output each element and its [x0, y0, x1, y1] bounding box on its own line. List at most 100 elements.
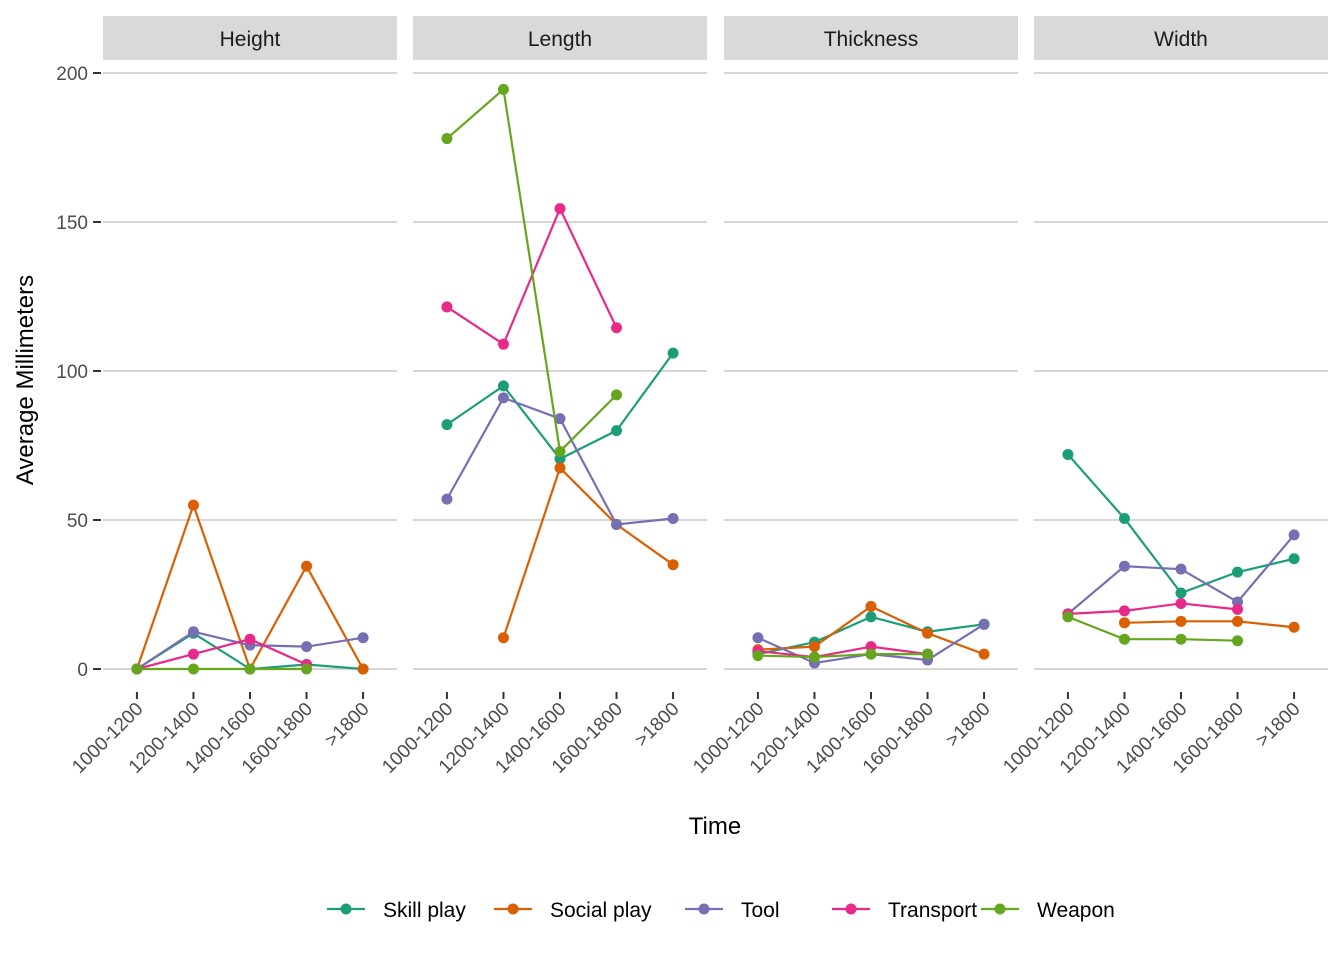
point-height-social-play-1 [187, 499, 199, 511]
point-width-skill-play-3 [1232, 566, 1244, 578]
point-width-social-play-4 [1288, 621, 1300, 633]
facet-title-width: Width [1154, 28, 1208, 51]
legend-marker-weapon [994, 903, 1006, 915]
line-segment-thickness-tool-0 [757, 636, 815, 665]
facet-strip-width [1034, 16, 1328, 60]
series-thickness-weapon [752, 648, 934, 663]
point-width-social-play-1 [1118, 617, 1130, 629]
point-length-skill-play-0 [441, 419, 453, 431]
line-segment-length-tool-3 [616, 517, 674, 526]
facet-strips-layer: Height Length Thickness Width [103, 16, 1328, 60]
line-segment-length-social-play-1 [502, 467, 562, 639]
line-segment-thickness-transport-1 [814, 645, 872, 659]
line-segment-width-skill-play-2 [1180, 571, 1238, 595]
point-width-social-play-2 [1175, 615, 1187, 627]
legend-label-tool: Tool [741, 899, 780, 922]
point-height-social-play-3 [301, 560, 313, 572]
line-segment-length-skill-play-1 [502, 385, 561, 460]
point-length-skill-play-1 [497, 380, 509, 392]
point-length-transport-1 [497, 338, 509, 350]
line-segment-height-skill-play-1 [192, 632, 251, 670]
point-height-weapon-2 [244, 663, 256, 675]
line-segment-length-tool-0 [445, 397, 505, 500]
point-thickness-social-play-3 [922, 627, 934, 639]
legend: Skill play Social play Tool Transport Weapon [327, 899, 1115, 922]
x-tick-label-thickness-4: >1800 [942, 699, 995, 752]
line-segment-length-skill-play-2 [559, 429, 618, 460]
line-segment-height-tool-0 [136, 630, 195, 670]
point-width-transport-2 [1175, 597, 1187, 609]
series-length-weapon [441, 83, 623, 457]
point-width-skill-play-4 [1288, 553, 1300, 565]
point-length-skill-play-4 [667, 347, 679, 359]
line-segment-length-social-play-2 [559, 467, 618, 526]
point-length-tool-1 [497, 392, 509, 404]
legend-marker-skill-play [340, 903, 352, 915]
point-length-tool-2 [554, 413, 566, 425]
series-length-social-play [497, 462, 679, 644]
line-segment-thickness-skill-play-1 [814, 615, 872, 644]
line-segment-width-tool-3 [1236, 534, 1295, 603]
point-length-social-play-2 [554, 462, 566, 474]
point-height-tool-1 [187, 626, 199, 638]
point-length-weapon-1 [497, 83, 509, 95]
line-segment-thickness-weapon-1 [814, 653, 872, 659]
line-segment-height-social-play-3 [305, 565, 365, 670]
line-segment-thickness-tool-3 [926, 623, 985, 661]
point-height-tool-4 [357, 632, 369, 644]
line-segment-width-weapon-2 [1180, 638, 1238, 642]
legend-item-social-play: Social play [494, 899, 652, 922]
legend-label-weapon: Weapon [1037, 899, 1115, 922]
legend-marker-social-play [507, 903, 519, 915]
line-segment-thickness-social-play-0 [757, 645, 815, 651]
point-length-tool-3 [611, 518, 623, 530]
point-width-transport-3 [1232, 603, 1244, 615]
legend-marker-tool [698, 903, 710, 915]
point-length-skill-play-3 [611, 425, 623, 437]
point-width-tool-1 [1118, 560, 1130, 572]
line-segment-height-skill-play-3 [306, 663, 364, 671]
y-tick-label-200: 200 [56, 64, 88, 85]
point-thickness-tool-4 [978, 618, 990, 630]
line-segment-height-tool-1 [193, 630, 251, 647]
x-tick-label-length-4: >1800 [631, 699, 684, 752]
point-width-tool-2 [1175, 563, 1187, 575]
line-segment-width-transport-1 [1124, 602, 1182, 612]
y-tick-label-50: 50 [67, 511, 88, 532]
series-height-transport [131, 633, 313, 675]
legend-item-tool: Tool [685, 899, 780, 922]
facet-title-height: Height [220, 28, 281, 51]
legend-item-skill-play: Skill play [327, 899, 466, 922]
facet-strip-length [413, 16, 707, 60]
line-segment-width-skill-play-3 [1237, 557, 1295, 574]
line-segment-width-transport-0 [1067, 609, 1125, 615]
point-width-weapon-0 [1062, 611, 1074, 623]
y-axis-title: Average Millimeters [12, 275, 39, 485]
point-height-transport-2 [244, 633, 256, 645]
series-width-skill-play [1062, 448, 1300, 599]
point-height-social-play-4 [357, 663, 369, 675]
point-length-weapon-3 [611, 389, 623, 401]
point-height-tool-3 [301, 641, 313, 653]
line-segment-width-tool-2 [1180, 568, 1239, 603]
facet-title-thickness: Thickness [824, 28, 919, 51]
legend-label-transport: Transport [888, 899, 977, 922]
legend-item-weapon: Weapon [981, 899, 1115, 922]
line-segment-width-social-play-1 [1124, 620, 1182, 624]
line-segment-height-transport-0 [136, 653, 194, 671]
line-segment-width-skill-play-1 [1123, 517, 1182, 594]
line-segment-length-tool-2 [559, 418, 618, 525]
legend-item-transport: Transport [832, 899, 977, 922]
line-segment-thickness-social-play-2 [870, 605, 929, 635]
line-segment-height-transport-1 [193, 638, 251, 656]
point-thickness-weapon-3 [922, 648, 934, 660]
point-length-transport-3 [611, 322, 623, 334]
legend-marker-transport [845, 903, 857, 915]
point-width-social-play-3 [1232, 615, 1244, 627]
point-length-social-play-1 [497, 632, 509, 644]
y-tick-label-150: 150 [56, 213, 88, 234]
x-axis-title: Time [689, 813, 741, 840]
series-height-weapon [131, 663, 313, 675]
